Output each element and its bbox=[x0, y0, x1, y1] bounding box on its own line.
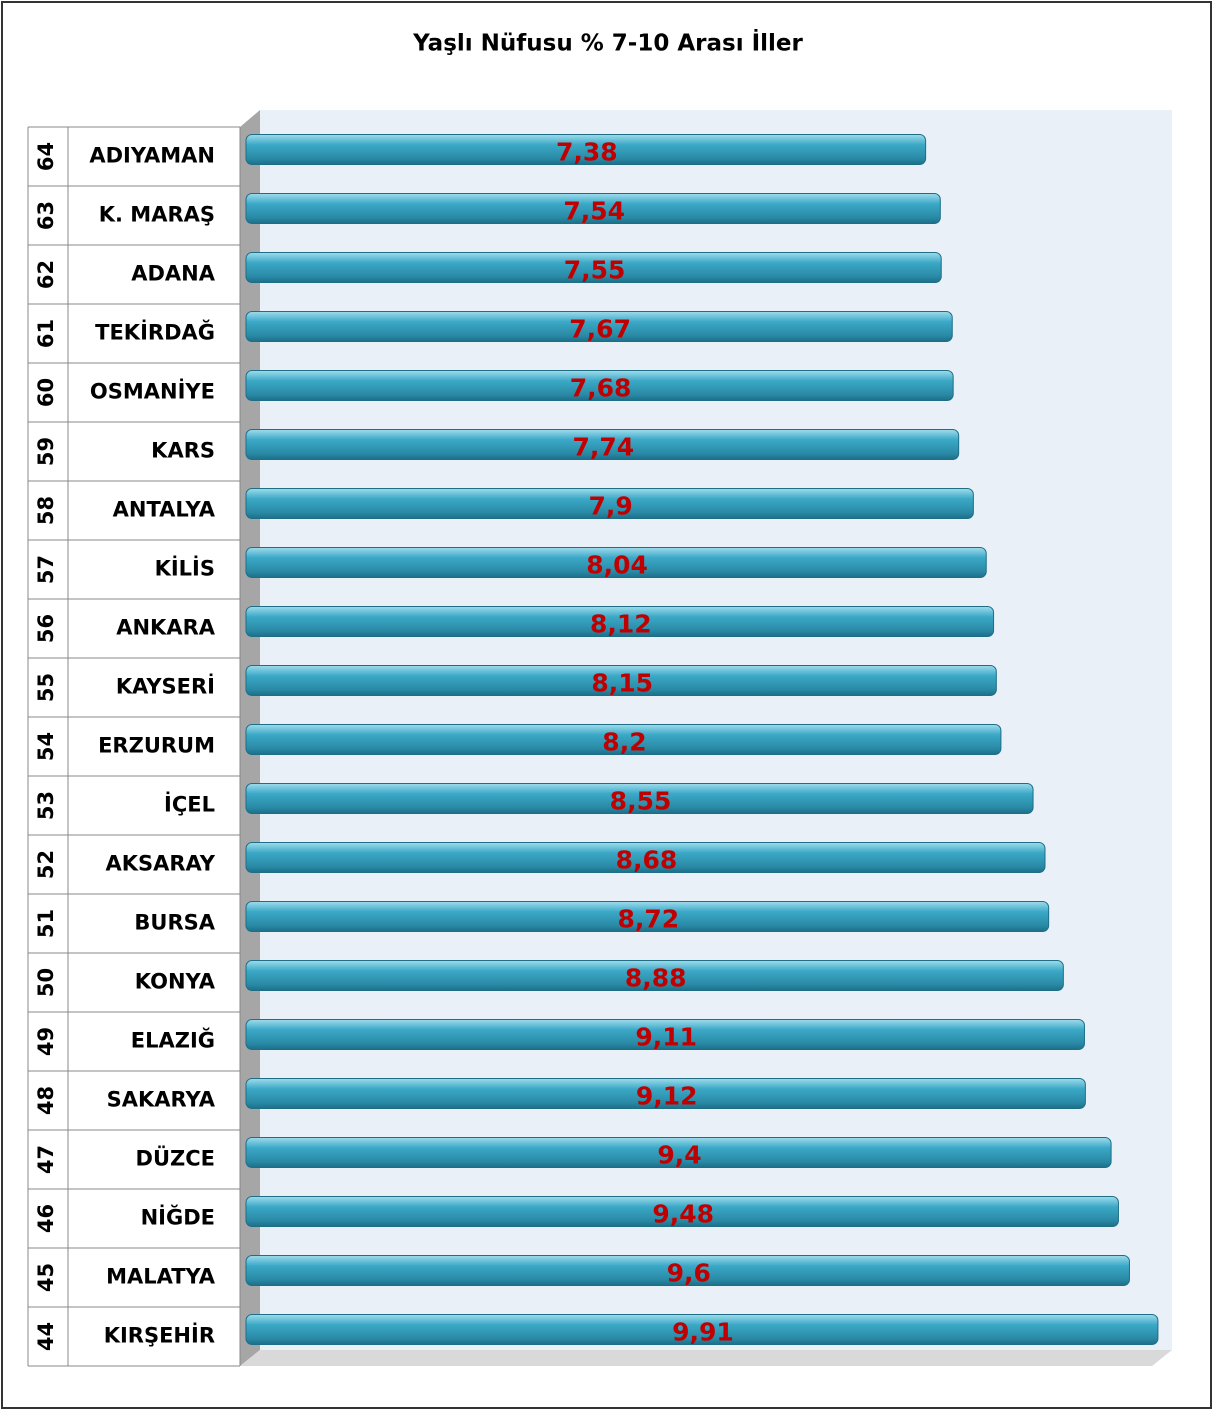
value-label: 7,9 bbox=[589, 492, 633, 521]
category-label: ELAZIĞ bbox=[131, 1028, 215, 1053]
category-label: KIRŞEHİR bbox=[104, 1323, 215, 1348]
value-label: 8,72 bbox=[617, 905, 679, 934]
value-label: 8,04 bbox=[586, 551, 648, 580]
category-label: AKSARAY bbox=[105, 852, 215, 876]
rank-label: 47 bbox=[34, 1145, 58, 1174]
value-label: 7,67 bbox=[569, 315, 631, 344]
bar bbox=[245, 1137, 1112, 1168]
rank-label: 48 bbox=[34, 1086, 58, 1115]
value-label: 7,38 bbox=[556, 138, 618, 167]
bar bbox=[245, 1078, 1086, 1109]
category-label: ANTALYA bbox=[113, 498, 216, 522]
category-label: ANKARA bbox=[116, 616, 216, 640]
category-label: K. MARAŞ bbox=[99, 203, 215, 227]
rank-label: 44 bbox=[34, 1322, 58, 1351]
value-label: 8,15 bbox=[591, 669, 653, 698]
bar bbox=[245, 1314, 1159, 1345]
bar bbox=[245, 665, 997, 696]
category-label: OSMANİYE bbox=[90, 379, 215, 404]
rank-label: 61 bbox=[34, 319, 58, 348]
category-label: SAKARYA bbox=[107, 1088, 216, 1112]
bar bbox=[245, 134, 927, 165]
bar bbox=[245, 960, 1064, 991]
bar bbox=[245, 488, 974, 519]
rank-label: 46 bbox=[34, 1204, 58, 1233]
category-label: TEKİRDAĞ bbox=[95, 320, 215, 345]
value-label: 8,55 bbox=[610, 787, 672, 816]
bar bbox=[245, 842, 1046, 873]
bar bbox=[245, 606, 995, 637]
category-label: İÇEL bbox=[164, 792, 215, 817]
category-label: KONYA bbox=[135, 970, 216, 994]
bar bbox=[245, 429, 960, 460]
value-label: 8,88 bbox=[625, 964, 687, 993]
rank-label: 60 bbox=[34, 378, 58, 407]
value-label: 9,48 bbox=[652, 1200, 714, 1229]
value-label: 7,68 bbox=[570, 374, 632, 403]
rank-label: 57 bbox=[34, 555, 58, 584]
rank-label: 59 bbox=[34, 437, 58, 466]
bar bbox=[245, 1255, 1130, 1286]
value-label: 9,11 bbox=[635, 1023, 697, 1052]
rank-label: 54 bbox=[34, 732, 58, 761]
bar bbox=[245, 901, 1050, 932]
category-label: ADIYAMAN bbox=[89, 144, 215, 168]
value-label: 7,54 bbox=[563, 197, 625, 226]
bar bbox=[245, 547, 987, 578]
rank-label: 64 bbox=[34, 142, 58, 171]
bar bbox=[245, 370, 954, 401]
value-label: 9,12 bbox=[636, 1082, 698, 1111]
category-label: BURSA bbox=[134, 911, 215, 935]
bar bbox=[245, 783, 1034, 814]
category-label: ADANA bbox=[131, 262, 216, 286]
value-label: 9,6 bbox=[667, 1259, 711, 1288]
floor bbox=[240, 1350, 1172, 1366]
value-label: 8,2 bbox=[602, 728, 646, 757]
category-label: KARS bbox=[151, 439, 215, 463]
value-label: 8,68 bbox=[616, 846, 678, 875]
rank-label: 53 bbox=[34, 791, 58, 820]
category-label: MALATYA bbox=[106, 1265, 216, 1289]
rank-label: 55 bbox=[34, 673, 58, 702]
value-label: 8,12 bbox=[590, 610, 652, 639]
rank-label: 56 bbox=[34, 614, 58, 643]
bar bbox=[245, 724, 1002, 755]
rank-label: 51 bbox=[34, 909, 58, 938]
bar bbox=[245, 1019, 1085, 1050]
value-label: 9,91 bbox=[672, 1318, 734, 1347]
rank-label: 58 bbox=[34, 496, 58, 525]
category-label: ERZURUM bbox=[98, 734, 215, 758]
value-label: 7,55 bbox=[564, 256, 626, 285]
value-label: 9,4 bbox=[657, 1141, 701, 1170]
bar bbox=[245, 311, 953, 342]
category-label: NİĞDE bbox=[141, 1205, 215, 1230]
chart-title: Yaşlı Nüfusu % 7-10 Arası İller bbox=[412, 29, 803, 57]
rank-label: 63 bbox=[34, 201, 58, 230]
rank-label: 49 bbox=[34, 1027, 58, 1056]
category-label: KAYSERİ bbox=[116, 674, 215, 699]
rank-label: 62 bbox=[34, 260, 58, 289]
value-label: 7,74 bbox=[572, 433, 634, 462]
bar bbox=[245, 252, 942, 283]
bar bbox=[245, 193, 941, 224]
rank-label: 52 bbox=[34, 850, 58, 879]
category-label: DÜZCE bbox=[136, 1146, 215, 1171]
rank-label: 45 bbox=[34, 1263, 58, 1292]
category-label: KİLİS bbox=[155, 556, 215, 581]
rank-label: 50 bbox=[34, 968, 58, 997]
bar bbox=[245, 1196, 1119, 1227]
